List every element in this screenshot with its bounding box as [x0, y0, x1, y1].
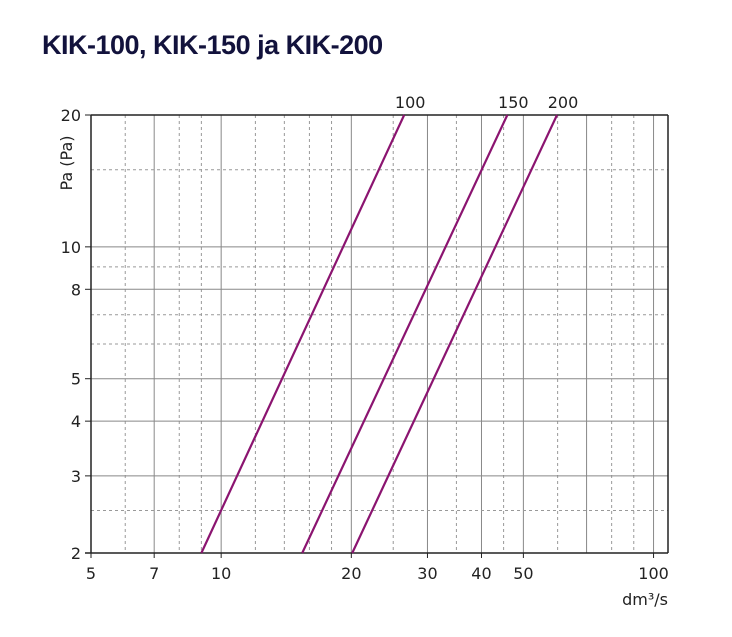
x-tick-label: 30: [417, 564, 437, 583]
series-label-200: 200: [548, 93, 579, 112]
y-tick-label: 5: [71, 370, 81, 389]
y-tick-label: 4: [71, 412, 81, 431]
y-tick-label: 20: [61, 106, 81, 125]
x-tick-label: 40: [471, 564, 491, 583]
series-line-100: [200, 114, 406, 554]
series-label-150: 150: [498, 93, 529, 112]
y-axis-label: Pa (Pa): [57, 135, 76, 190]
x-axis-label: dm³/s: [622, 590, 668, 609]
series-label-100: 100: [395, 93, 426, 112]
series-line-150: [301, 114, 509, 554]
series-line-200: [351, 114, 558, 554]
x-tick-label: 7: [149, 564, 159, 583]
y-tick-label: 3: [71, 467, 81, 486]
x-tick-label: 20: [341, 564, 361, 583]
x-tick-label: 100: [638, 564, 669, 583]
y-tick-label: 2: [71, 544, 81, 563]
chart-title: KIK-100, KIK-150 ja KIK-200: [42, 30, 383, 60]
y-tick-label: 8: [71, 280, 81, 299]
x-tick-label: 5: [86, 564, 96, 583]
y-tick-label: 10: [61, 238, 81, 257]
x-tick-label: 50: [513, 564, 533, 583]
x-tick-label: 10: [211, 564, 231, 583]
